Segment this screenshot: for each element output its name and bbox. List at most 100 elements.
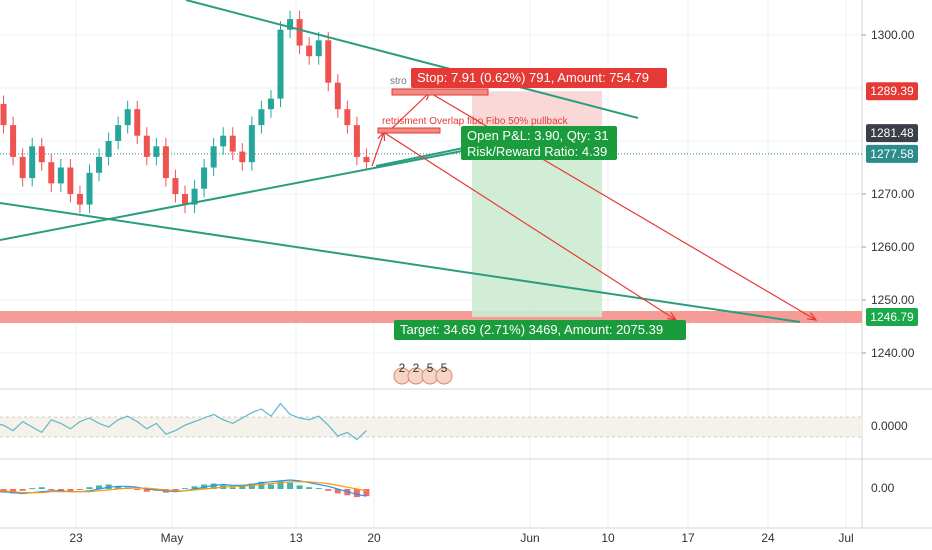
macd-histogram-bar [76,489,83,490]
candle-body [277,29,284,99]
candle-body [267,98,274,110]
osc-band [0,417,862,437]
event-marker-digit: 2 [413,361,420,375]
candle-body [325,40,332,83]
trendline[interactable] [0,147,479,241]
candle-body [315,40,322,57]
trendlines[interactable] [0,0,801,323]
candle-body [143,135,150,157]
oscillator-pane: 0.0000 [0,402,908,441]
date-tick-label: 13 [289,531,303,545]
date-tick-label: Jun [520,531,539,545]
candle-body [86,172,93,205]
macd-histogram-bar [363,489,370,497]
event-marker-digit: 5 [427,361,434,375]
level-marker [377,127,441,134]
candle-body [38,146,45,163]
candle-body [353,125,360,157]
arrow-line[interactable] [385,91,431,135]
macd-histogram-bar [296,485,303,489]
arrow-head[interactable] [806,312,818,321]
price-tag [866,308,918,327]
annotation-strong: stro [390,76,407,87]
candle-body [115,125,122,141]
axes: 1300.00 1270.00 1260.00 1250.00 1240.00 1289.… [69,28,918,545]
macd-signal-line [0,481,367,494]
candle-body [67,167,74,194]
candle-body [124,109,131,126]
macd-histogram-bar [143,489,150,492]
date-tick-label: 23 [69,531,83,545]
arrow-line[interactable] [371,131,385,167]
macd-histogram-bar [306,487,313,489]
macd-histogram-bar [229,487,236,489]
macd-histogram-bar [277,480,284,489]
stop-label-box[interactable] [411,68,667,88]
candle-body [344,109,351,126]
macd-histogram-bar [172,489,179,491]
candle-body [258,109,265,126]
date-tick-label: 17 [681,531,695,545]
event-marker [435,367,453,385]
trendline[interactable] [185,0,639,119]
candle-body [306,45,313,57]
candle-body [48,162,55,184]
date-tick-label: May [161,531,184,545]
macd-pane: 0.00 [0,479,895,498]
candle-body [153,146,160,157]
position-labels[interactable]: Stop: 7.91 (0.62%) 791, Amount: 754.79 Op… [394,68,686,340]
price-tag-label: 1281.48 [870,126,914,140]
annotations: stro retrisment Overlap fibo Fibo 50% pul… [377,76,569,385]
macd-histogram-bar [29,488,36,490]
osc-tick-label: 0.0000 [871,419,908,433]
pnl-label-text: Open P&L: 3.90, Qty: 31 [467,128,609,143]
profit-zone [472,133,602,318]
candle-body [105,141,112,157]
candle-body [76,194,83,205]
candle-body [248,125,255,163]
macd-histogram-bar [210,483,217,489]
price-tick-label: 1250.00 [871,293,915,307]
macd-histogram-bar [248,483,255,489]
target-label-text: Target: 34.69 (2.71%) 3469, Amount: 2075… [400,322,663,337]
date-tick-label: 10 [601,531,615,545]
macd-histogram-bar [115,486,122,489]
price-tag [866,144,918,163]
level-marker [391,88,489,96]
macd-histogram-bar [67,489,74,492]
price-tag [866,124,918,143]
pnl-label-box[interactable] [461,126,617,160]
target-label-box[interactable] [394,320,686,340]
macd-histogram-bar [182,488,188,490]
macd-histogram-bar [315,488,322,490]
candle-body [134,109,141,136]
candle-body [210,146,217,168]
price-tag [866,82,918,101]
price-tag-label: 1246.79 [870,310,914,324]
macd-histogram-bar [38,487,45,489]
candle-body [201,167,208,189]
macd-histogram-bar [267,484,274,489]
macd-histogram-bar [258,481,265,489]
stop-label-text: Stop: 7.91 (0.62%) 791, Amount: 754.79 [417,70,649,85]
candle-body [239,151,246,163]
price-tag-label: 1289.39 [870,84,914,98]
macd-histogram-bar [334,489,341,494]
candle-body [162,146,169,179]
macd-histogram-bar [57,489,64,491]
macd-tick-label: 0.00 [871,481,895,495]
candle-body [363,156,370,163]
candle-body [57,167,64,184]
candle-body [229,135,236,152]
candle-body [19,156,26,179]
date-tick-label: 20 [367,531,381,545]
arrow-line[interactable] [379,129,677,321]
macd-histogram-bar [134,489,141,490]
macd-histogram-bar [86,487,93,489]
candle-body [172,178,179,194]
trendline[interactable] [0,202,801,323]
price-tick-label: 1240.00 [871,346,915,360]
oscillator-line [0,402,367,441]
candle-body [334,82,341,110]
candle-body [191,188,198,205]
